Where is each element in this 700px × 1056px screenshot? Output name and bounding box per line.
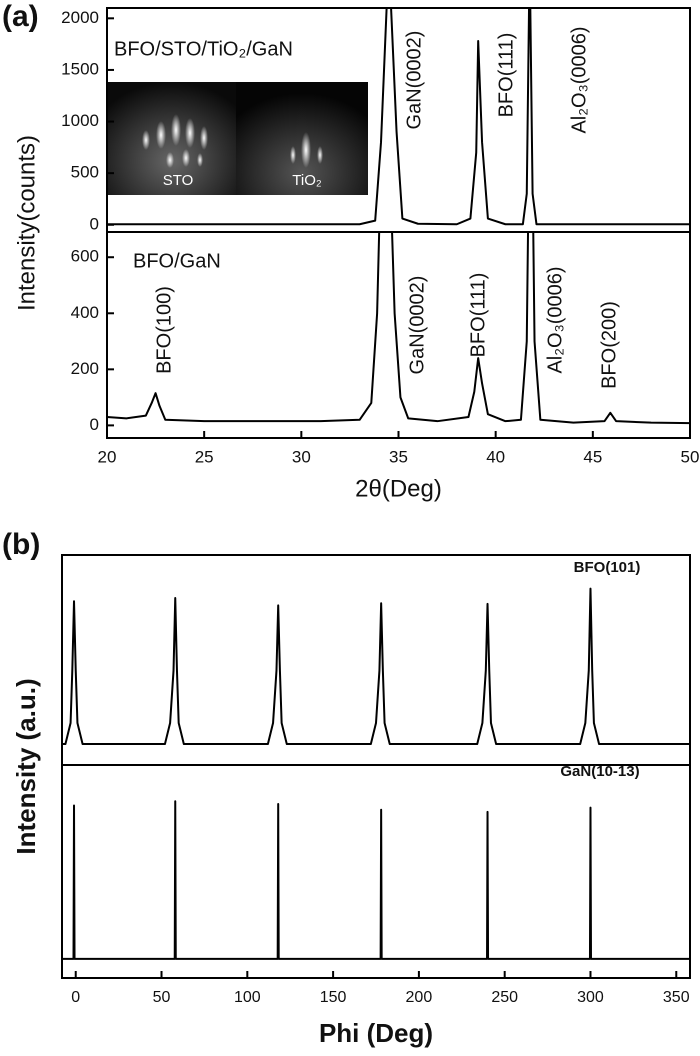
annotation: BFO(200) xyxy=(598,301,620,389)
plot-area xyxy=(107,232,690,425)
plot-area xyxy=(107,8,690,226)
x-tick-label: 25 xyxy=(195,447,214,466)
x-tick-label: 200 xyxy=(406,989,433,1006)
y-tick-label: 0 xyxy=(90,415,99,434)
x-tick-label: 150 xyxy=(320,989,347,1006)
x-axis-label: Phi (Deg) xyxy=(319,1018,433,1048)
y-axis-label: Intensity(counts) xyxy=(13,135,40,311)
x-tick-label: 20 xyxy=(98,447,117,466)
x-tick-label: 30 xyxy=(292,447,311,466)
x-tick-label: 50 xyxy=(681,447,700,466)
y-axis-label: Intensity (a.u.) xyxy=(11,678,41,854)
line-trace xyxy=(62,587,690,745)
line-trace xyxy=(62,800,690,960)
annotation: BFO(111) xyxy=(495,33,517,118)
annotation: BFO(101) xyxy=(574,559,641,576)
annotation: BFO(100) xyxy=(153,286,175,374)
plot-area xyxy=(62,800,690,960)
inset-label: STO xyxy=(163,172,194,189)
y-tick-label: 200 xyxy=(71,359,99,378)
y-tick-label: 400 xyxy=(71,303,99,322)
plot-area xyxy=(62,587,690,745)
panel-label: (b) xyxy=(2,528,40,561)
x-tick-label: 350 xyxy=(663,989,690,1006)
annotation: GaN(10-13) xyxy=(560,763,639,780)
x-tick-label: 250 xyxy=(491,989,518,1006)
x-tick-label: 35 xyxy=(389,447,408,466)
y-tick-label: 1000 xyxy=(61,111,99,130)
panel-label: (a) xyxy=(2,0,39,33)
annotation: GaN(0002) xyxy=(403,31,425,130)
annotation: BFO(111) xyxy=(467,273,489,358)
line-trace xyxy=(107,8,690,226)
x-tick-label: 45 xyxy=(583,447,602,466)
x-tick-label: 100 xyxy=(234,989,261,1006)
annotation: Al₂O₃(0006) xyxy=(544,266,566,373)
x-axis-label: 2θ(Deg) xyxy=(355,475,442,502)
x-tick-label: 40 xyxy=(486,447,505,466)
y-tick-label: 500 xyxy=(71,163,99,182)
x-tick-label: 300 xyxy=(577,989,604,1006)
x-tick-label: 0 xyxy=(71,989,80,1006)
inset-image: STO TiO₂ xyxy=(108,82,368,195)
y-tick-label: 2000 xyxy=(61,8,99,27)
inset-label: TiO₂ xyxy=(292,172,322,189)
annotation: BFO/GaN xyxy=(133,250,221,272)
x-tick-label: 50 xyxy=(153,989,171,1006)
line-trace xyxy=(107,232,690,425)
y-tick-label: 0 xyxy=(90,214,99,233)
plot-frame xyxy=(61,764,691,979)
y-tick-label: 1500 xyxy=(61,59,99,78)
annotation: Al₂O₃(0006) xyxy=(568,26,590,133)
y-tick-label: 600 xyxy=(71,247,99,266)
annotation: GaN(0002) xyxy=(406,276,428,375)
annotation: BFO/STO/TiO₂/GaN xyxy=(114,38,293,60)
